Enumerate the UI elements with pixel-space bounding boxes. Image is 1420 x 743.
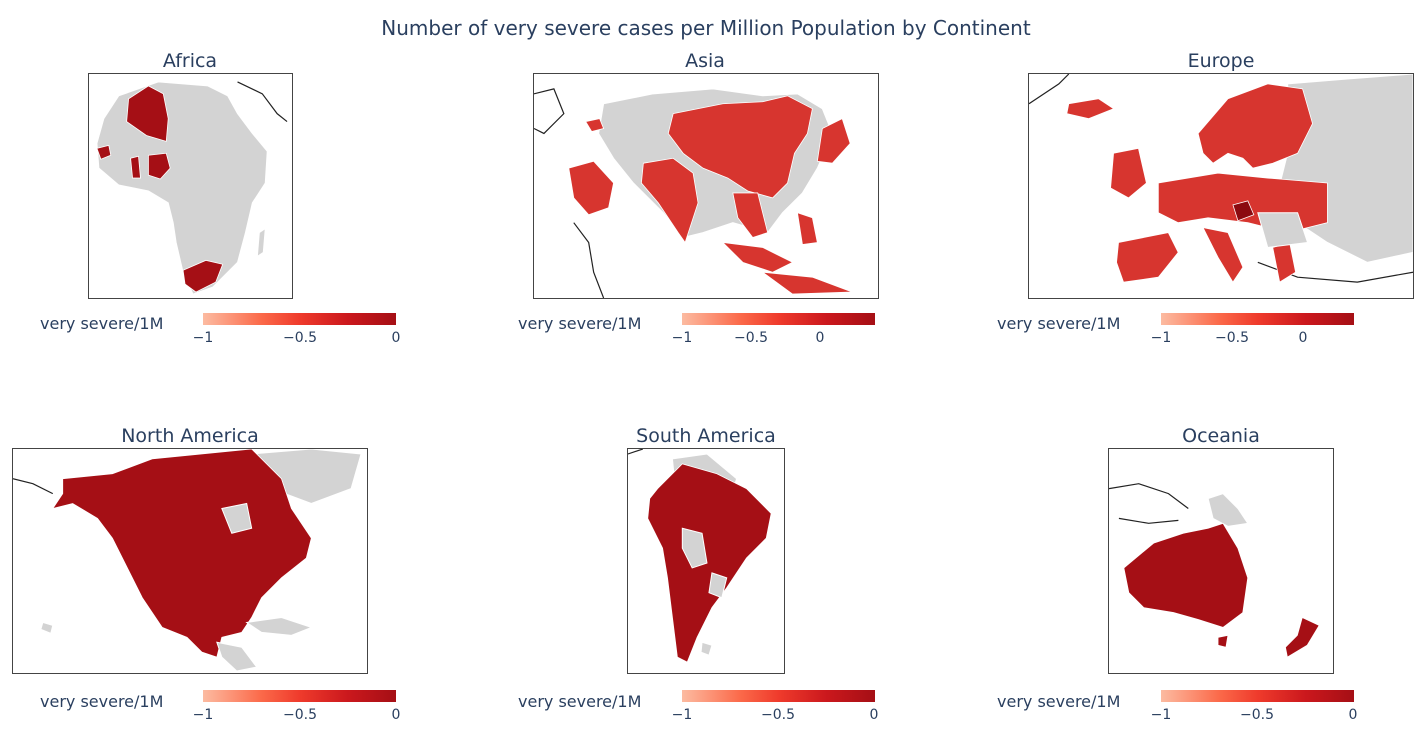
map-europe[interactable]: [1028, 73, 1414, 299]
tick-label: −0.5: [1215, 330, 1249, 346]
subplot-title-africa: Africa: [162, 50, 218, 72]
tick-label: −1: [1150, 330, 1172, 346]
tick-label: 0: [869, 707, 879, 723]
tick-label: −0.5: [761, 707, 795, 723]
map-africa[interactable]: [88, 73, 293, 299]
tick-label: −0.5: [734, 330, 768, 346]
subplot-title-south-america: South America: [636, 425, 776, 447]
colorbar-title-europe: very severe/1M: [997, 314, 1121, 333]
colorbar-title-asia: very severe/1M: [518, 314, 642, 333]
tick-label: −0.5: [1240, 707, 1274, 723]
tick-label: −0.5: [283, 707, 317, 723]
map-south-america[interactable]: [627, 448, 785, 674]
colorbar-south-america: [682, 690, 875, 702]
colorbar-title-oceania: very severe/1M: [997, 692, 1121, 711]
map-asia[interactable]: [533, 73, 879, 299]
tick-label: −1: [192, 707, 214, 723]
tick-label: −1: [671, 707, 693, 723]
colorbar-title-africa: very severe/1M: [40, 314, 164, 333]
colorbar-europe: [1161, 313, 1354, 325]
map-north-america[interactable]: [12, 448, 368, 674]
tick-label: 0: [1298, 330, 1308, 346]
tick-label: −1: [192, 330, 214, 346]
chart-title: Number of very severe cases per Million …: [381, 16, 1031, 40]
tick-label: −1: [671, 330, 693, 346]
tick-label: 0: [815, 330, 825, 346]
tick-label: 0: [391, 330, 401, 346]
subplot-title-europe: Europe: [1187, 50, 1255, 72]
tick-label: 0: [1348, 707, 1358, 723]
tick-label: −1: [1150, 707, 1172, 723]
colorbar-oceania: [1161, 690, 1354, 702]
subplot-title-north-america: North America: [121, 425, 259, 447]
map-oceania[interactable]: [1108, 448, 1334, 674]
colorbar-north-america: [203, 690, 396, 702]
subplot-title-oceania: Oceania: [1182, 425, 1260, 447]
colorbar-asia: [682, 313, 875, 325]
colorbar-title-south-america: very severe/1M: [518, 692, 642, 711]
colorbar-title-north-america: very severe/1M: [40, 692, 164, 711]
tick-label: 0: [391, 707, 401, 723]
tick-label: −0.5: [283, 330, 317, 346]
colorbar-africa: [203, 313, 396, 325]
subplot-title-asia: Asia: [685, 50, 725, 72]
